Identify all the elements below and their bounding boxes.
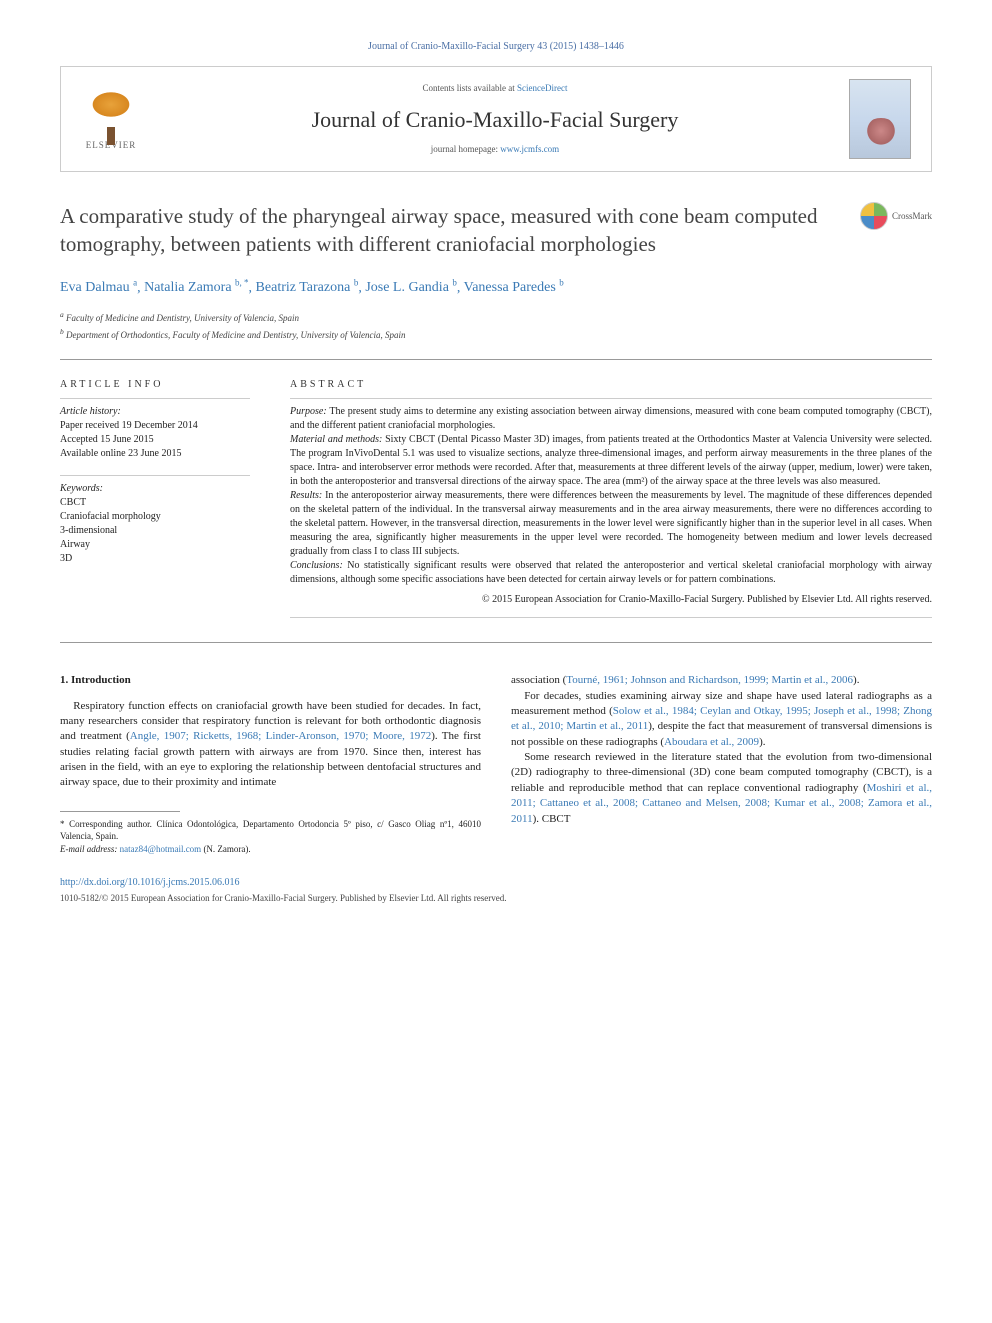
- affiliation: b Department of Orthodontics, Faculty of…: [60, 327, 932, 342]
- citation-link[interactable]: Angle, 1907; Ricketts, 1968; Linder-Aron…: [130, 730, 431, 742]
- keyword: 3D: [60, 552, 250, 566]
- abstract-material: Sixty CBCT (Dental Picasso Master 3D) im…: [290, 434, 932, 487]
- body-column-right: association (Tourné, 1961; Johnson and R…: [511, 673, 932, 856]
- author: Jose L. Gandia b: [365, 280, 457, 295]
- abstract-purpose: The present study aims to determine any …: [290, 406, 932, 431]
- introduction-heading: 1. Introduction: [60, 673, 481, 688]
- body-column-left: 1. Introduction Respiratory function eff…: [60, 673, 481, 856]
- journal-homepage-line: journal homepage: www.jcmfs.com: [161, 143, 829, 156]
- article-info-heading: ARTICLE INFO: [60, 378, 250, 392]
- contents-available-line: Contents lists available at ScienceDirec…: [161, 82, 829, 95]
- email-link[interactable]: nataz84@hotmail.com: [120, 844, 202, 854]
- history-item: Available online 23 June 2015: [60, 447, 250, 461]
- journal-name: Journal of Cranio-Maxillo-Facial Surgery: [161, 105, 829, 136]
- affiliation: a Faculty of Medicine and Dentistry, Uni…: [60, 310, 932, 325]
- elsevier-logo: ELSEVIER: [81, 87, 141, 152]
- abstract-results: In the anteroposterior airway measuremen…: [290, 490, 932, 557]
- divider-thin: [60, 398, 250, 399]
- email-label: E-mail address:: [60, 844, 120, 854]
- crossmark-label: CrossMark: [892, 210, 932, 223]
- author: Beatriz Tarazona b: [256, 280, 359, 295]
- divider-thin: [60, 475, 250, 476]
- body-text: ).: [853, 674, 859, 686]
- divider-thin: [290, 398, 932, 399]
- history-item: Accepted 15 June 2015: [60, 433, 250, 447]
- divider-thin: [290, 617, 932, 618]
- abstract-purpose-label: Purpose:: [290, 406, 327, 417]
- abstract-material-label: Material and methods:: [290, 434, 382, 445]
- body-text: association (: [511, 674, 566, 686]
- citation-link[interactable]: Tourné, 1961; Johnson and Richardson, 19…: [566, 674, 853, 686]
- body-text: ).: [759, 736, 765, 748]
- keyword: CBCT: [60, 496, 250, 510]
- journal-homepage-link[interactable]: www.jcmfs.com: [500, 144, 559, 154]
- copyright-line: © 2015 European Association for Cranio-M…: [290, 593, 932, 607]
- divider: [60, 359, 932, 360]
- abstract-heading: ABSTRACT: [290, 378, 932, 392]
- journal-header-box: ELSEVIER Contents lists available at Sci…: [60, 66, 932, 172]
- footnote-separator: [60, 811, 180, 812]
- crossmark-icon: [860, 202, 888, 230]
- keyword: 3-dimensional: [60, 524, 250, 538]
- doi-link[interactable]: http://dx.doi.org/10.1016/j.jcms.2015.06…: [60, 876, 932, 890]
- keyword: Craniofacial morphology: [60, 510, 250, 524]
- body-columns: 1. Introduction Respiratory function eff…: [60, 673, 932, 856]
- author: Vanessa Paredes b: [464, 280, 564, 295]
- author: Natalia Zamora b, *: [144, 280, 248, 295]
- author: Eva Dalmau a: [60, 280, 137, 295]
- title-block: A comparative study of the pharyngeal ai…: [60, 202, 932, 259]
- author-list: Eva Dalmau a, Natalia Zamora b, *, Beatr…: [60, 277, 932, 298]
- article-title: A comparative study of the pharyngeal ai…: [60, 202, 840, 259]
- email-footnote: E-mail address: nataz84@hotmail.com (N. …: [60, 843, 481, 856]
- keywords-label: Keywords:: [60, 482, 250, 496]
- header-citation: Journal of Cranio-Maxillo-Facial Surgery…: [60, 40, 932, 54]
- corresponding-author-footnote: * Corresponding author. Clínica Odontoló…: [60, 818, 481, 843]
- history-label: Article history:: [60, 405, 250, 419]
- abstract-results-label: Results:: [290, 490, 322, 501]
- affiliations: a Faculty of Medicine and Dentistry, Uni…: [60, 310, 932, 341]
- journal-homepage-label: journal homepage:: [431, 144, 500, 154]
- abstract-conclusions-label: Conclusions:: [290, 560, 343, 571]
- keyword: Airway: [60, 538, 250, 552]
- citation-link[interactable]: Aboudara et al., 2009: [664, 736, 759, 748]
- issn-copyright: 1010-5182/© 2015 European Association fo…: [60, 892, 932, 905]
- crossmark-badge[interactable]: CrossMark: [860, 202, 932, 230]
- intro-paragraph: Respiratory function effects on craniofa…: [60, 699, 481, 791]
- email-name: (N. Zamora).: [201, 844, 250, 854]
- body-paragraph: Some research reviewed in the literature…: [511, 750, 932, 827]
- body-text: ). CBCT: [533, 813, 571, 825]
- history-item: Paper received 19 December 2014: [60, 419, 250, 433]
- sciencedirect-link[interactable]: ScienceDirect: [517, 83, 567, 93]
- abstract-column: ABSTRACT Purpose: The present study aims…: [290, 378, 932, 624]
- contents-available-text: Contents lists available at: [423, 83, 517, 93]
- journal-header-center: Contents lists available at ScienceDirec…: [161, 82, 829, 156]
- abstract-text: Purpose: The present study aims to deter…: [290, 405, 932, 587]
- divider: [60, 642, 932, 643]
- body-paragraph: association (Tourné, 1961; Johnson and R…: [511, 673, 932, 688]
- elsevier-tree-icon: [81, 87, 141, 137]
- journal-cover-thumb: [849, 79, 911, 159]
- abstract-conclusions: No statistically significant results wer…: [290, 560, 932, 585]
- article-info-column: ARTICLE INFO Article history: Paper rece…: [60, 378, 250, 624]
- info-abstract-row: ARTICLE INFO Article history: Paper rece…: [60, 378, 932, 624]
- body-paragraph: For decades, studies examining airway si…: [511, 689, 932, 751]
